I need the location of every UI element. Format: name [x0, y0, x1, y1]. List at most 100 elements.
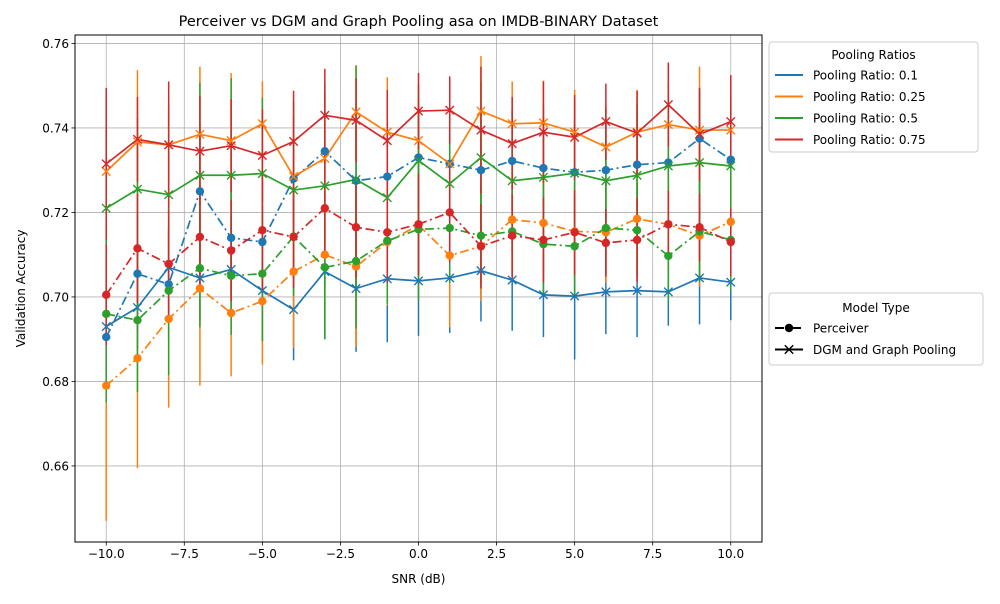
- legend-ratio-label: Pooling Ratio: 0.1: [813, 68, 918, 82]
- data-point-perceiver-075: [195, 232, 205, 242]
- x-tick-label: 7.5: [643, 547, 662, 561]
- data-point-dgm-025: [382, 127, 392, 137]
- y-tick-label: 0.70: [42, 290, 69, 304]
- data-point-perceiver-075: [414, 220, 423, 229]
- x-tick-label: 10.0: [717, 547, 744, 561]
- y-tick-label: 0.74: [42, 121, 69, 135]
- data-point-perceiver-05: [445, 223, 454, 233]
- data-point-dgm-01: [569, 291, 580, 301]
- data-point-perceiver-01: [632, 160, 642, 169]
- data-point-dgm-075: [726, 116, 736, 127]
- legend-ratios-entries: Pooling Ratio: 0.1 Pooling Ratio: 0.25 Poo…: [775, 68, 926, 147]
- data-point-dgm-075: [445, 105, 455, 115]
- data-point-perceiver-05: [632, 225, 642, 235]
- data-point-dgm-05: [601, 176, 611, 186]
- data-point-perceiver-01: [320, 146, 330, 156]
- data-point-dgm-05: [569, 168, 580, 178]
- data-point-dgm-025: [476, 106, 486, 116]
- data-point-perceiver-025: [507, 215, 517, 224]
- data-point-dgm-05: [163, 190, 174, 200]
- data-point-perceiver-05: [476, 231, 486, 240]
- data-point-perceiver-075: [164, 259, 173, 269]
- data-point-perceiver-01: [164, 280, 173, 289]
- data-point-perceiver-01: [195, 187, 205, 196]
- data-point-dgm-025: [507, 119, 517, 129]
- data-point-dgm-01: [601, 287, 611, 297]
- data-point-dgm-075: [632, 128, 642, 138]
- data-point-dgm-01: [382, 274, 392, 284]
- data-point-perceiver-05: [570, 242, 579, 251]
- data-point-dgm-075: [413, 106, 424, 116]
- data-point-dgm-05: [351, 174, 361, 185]
- data-point-perceiver-075: [445, 208, 454, 217]
- data-point-dgm-01: [101, 321, 111, 332]
- x-axis-ticks: −10.0 −7.5 −5.0 −2.5 0.0 2.5 5.0 7.5 10.0: [88, 542, 744, 561]
- legend-model-type: Model Type Perceiver DGM and Graph Poolin…: [768, 292, 984, 366]
- data-point-perceiver-025: [195, 284, 205, 293]
- data-point-perceiver-025: [539, 218, 548, 228]
- legend-ratio-label: Pooling Ratio: 0.75: [813, 133, 926, 147]
- data-point-dgm-075: [601, 116, 611, 127]
- data-point-dgm-05: [288, 185, 299, 195]
- data-point-perceiver-075: [570, 228, 579, 237]
- data-point-dgm-025: [694, 125, 705, 135]
- data-point-perceiver-05: [258, 269, 267, 278]
- data-point-perceiver-05: [601, 223, 611, 233]
- data-point-perceiver-075: [601, 238, 611, 248]
- data-point-perceiver-01: [476, 166, 486, 175]
- data-point-dgm-05: [195, 170, 205, 180]
- data-point-dgm-05: [476, 152, 486, 163]
- data-point-perceiver-025: [102, 381, 111, 390]
- data-point-perceiver-05: [664, 251, 673, 261]
- data-point-dgm-05: [507, 176, 517, 186]
- x-tick-label: 5.0: [565, 547, 584, 561]
- x-tick-label: −10.0: [88, 547, 125, 561]
- data-point-dgm-05: [413, 155, 424, 166]
- data-point-perceiver-025: [726, 217, 735, 226]
- data-point-dgm-025: [445, 159, 455, 169]
- data-point-perceiver-01: [102, 332, 111, 342]
- data-point-dgm-05: [257, 168, 268, 179]
- data-point-dgm-01: [351, 283, 361, 294]
- data-point-dgm-05: [101, 203, 111, 213]
- data-point-perceiver-01: [695, 134, 704, 143]
- data-point-perceiver-01: [414, 153, 423, 162]
- data-point-dgm-025: [351, 107, 361, 117]
- data-point-perceiver-025: [133, 354, 142, 363]
- y-tick-label: 0.76: [42, 37, 69, 51]
- data-point-dgm-075: [288, 136, 299, 147]
- data-point-perceiver-025: [320, 250, 330, 259]
- data-point-dgm-075: [195, 146, 205, 156]
- data-point-dgm-05: [226, 170, 236, 180]
- data-point-dgm-01: [257, 285, 268, 296]
- data-point-dgm-075: [101, 159, 111, 169]
- legend-model-marker: [784, 344, 794, 355]
- legend-ratio-label: Pooling Ratio: 0.5: [813, 111, 918, 125]
- data-point-perceiver-075: [102, 290, 111, 300]
- data-point-dgm-075: [538, 127, 549, 137]
- data-point-dgm-075: [382, 135, 392, 146]
- data-point-dgm-025: [663, 119, 674, 130]
- legend-model-label: Perceiver: [813, 321, 869, 335]
- y-tick-label: 0.68: [42, 375, 69, 389]
- data-point-dgm-05: [538, 172, 549, 183]
- data-point-perceiver-025: [258, 296, 267, 306]
- x-tick-label: −7.5: [170, 547, 199, 561]
- data-point-perceiver-05: [164, 286, 173, 295]
- legend-ratio-label: Pooling Ratio: 0.25: [813, 90, 926, 104]
- data-point-dgm-075: [257, 150, 268, 161]
- data-point-perceiver-075: [476, 242, 486, 251]
- data-point-dgm-075: [694, 129, 705, 139]
- data-point-perceiver-075: [351, 223, 361, 232]
- x-tick-label: −5.0: [248, 547, 277, 561]
- data-point-dgm-01: [507, 275, 517, 285]
- data-point-dgm-05: [632, 170, 642, 180]
- data-point-dgm-01: [195, 273, 205, 283]
- data-point-perceiver-075: [664, 220, 673, 229]
- marker-layer: [101, 100, 736, 390]
- data-point-dgm-025: [413, 135, 424, 146]
- data-point-dgm-025: [195, 129, 205, 139]
- data-point-dgm-05: [320, 181, 330, 191]
